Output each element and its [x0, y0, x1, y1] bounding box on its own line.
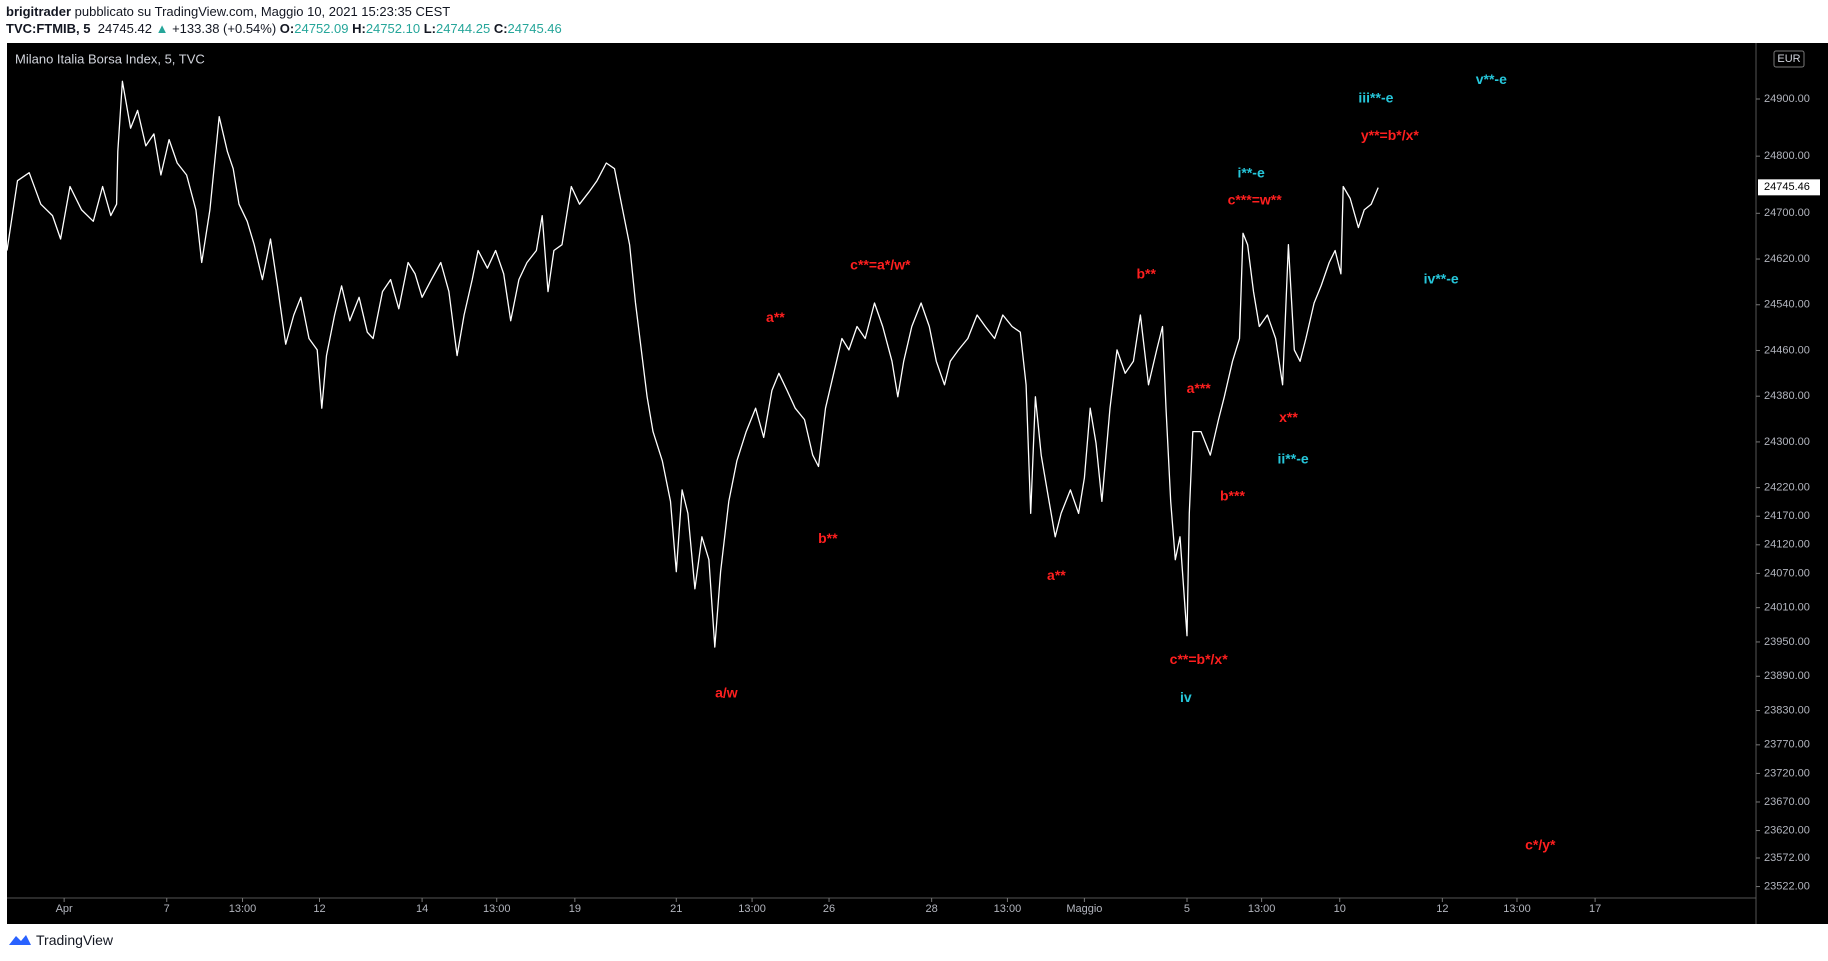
brand: TradingView [36, 932, 114, 948]
annotation: iv [1180, 689, 1192, 705]
x-tick-label: 12 [1436, 903, 1448, 915]
currency-box [1773, 50, 1805, 68]
chart-bg [7, 43, 1828, 924]
y-tick-label: 23720.00 [1764, 767, 1810, 779]
annotation: v**-e [1476, 71, 1507, 87]
y-tick-label: 24070.00 [1764, 567, 1810, 579]
y-tick-label: 24700.00 [1764, 207, 1810, 219]
annotation: i**-e [1238, 165, 1265, 181]
x-tick-label: 17 [1589, 903, 1601, 915]
last-price-label: 24745.46 [1764, 181, 1810, 193]
y-tick-label: 24460.00 [1764, 344, 1810, 356]
y-tick-label: 23670.00 [1764, 796, 1810, 808]
chart-title: Milano Italia Borsa Index, 5, TVC [15, 51, 205, 66]
x-tick-label: 5 [1184, 903, 1190, 915]
h-label: H: [352, 21, 366, 36]
currency: EUR [1777, 53, 1800, 65]
annotation: a*** [1187, 380, 1212, 396]
y-tick-label: 24620.00 [1764, 253, 1810, 265]
x-tick-label: 21 [670, 903, 682, 915]
x-tick-label: 14 [416, 903, 428, 915]
annotation: b*** [1220, 487, 1245, 503]
c: 24745.46 [507, 21, 562, 36]
x-tick-label: Apr [56, 903, 73, 915]
annotation: a/w [715, 685, 738, 701]
y-tick-label: 23522.00 [1764, 880, 1810, 892]
y-tick-label: 24540.00 [1764, 299, 1810, 311]
y-tick-label: 24170.00 [1764, 510, 1810, 522]
x-tick-label: 12 [313, 903, 325, 915]
y-tick-label: 23572.00 [1764, 852, 1810, 864]
user: brigitrader [6, 4, 72, 19]
y-tick-label: 23830.00 [1764, 704, 1810, 716]
c-label: C: [493, 21, 508, 36]
x-tick-label: 7 [164, 903, 170, 915]
annotation: c***=w** [1228, 191, 1283, 207]
annotation: x** [1279, 409, 1298, 425]
published: pubblicato su TradingView.com, Maggio 10… [74, 4, 451, 19]
l-label: L: [423, 21, 436, 36]
header-line: brigitrader pubblicato su TradingView.co… [6, 3, 562, 20]
y-tick-label: 24120.00 [1764, 539, 1810, 551]
annotation: c**=a*/w* [850, 257, 911, 273]
x-tick-label: 19 [569, 903, 581, 915]
symbol: TVC:FTMIB, 5 [6, 21, 91, 36]
annotation: y**=b*/x* [1361, 127, 1420, 143]
x-tick-label: 13:00 [1503, 903, 1531, 915]
x-tick-label: 28 [926, 903, 938, 915]
x-tick-label: 26 [823, 903, 835, 915]
y-tick-label: 23770.00 [1764, 739, 1810, 751]
annotation: c**=b*/x* [1170, 651, 1229, 667]
chart: Milano Italia Borsa Index, 5, TVC EUR 24… [6, 43, 1828, 924]
h: 24752.10 [365, 21, 421, 36]
annotation: a** [766, 309, 785, 325]
last-price-box [1758, 179, 1820, 196]
annotation: ii**-e [1278, 450, 1309, 466]
y-tick-label: 24010.00 [1764, 602, 1810, 614]
y-tick-label: 23890.00 [1764, 670, 1810, 682]
o: 24752.09 [294, 21, 349, 36]
y-tick-label: 24900.00 [1764, 93, 1810, 105]
x-tick-label: 13:00 [994, 903, 1022, 915]
o-label: O: [279, 21, 295, 36]
annotation: c*/y* [1525, 837, 1556, 853]
x-tick-label: 13:00 [738, 903, 766, 915]
price-line [6, 80, 1379, 648]
y-tick-label: 24300.00 [1764, 436, 1810, 448]
x-tick-label: 13:00 [1248, 903, 1276, 915]
arrow: ▲ [155, 21, 169, 36]
annotation: b** [1136, 266, 1156, 282]
annotation: iv**-e [1424, 270, 1459, 286]
annotation: b** [818, 530, 838, 546]
y-tick-label: 23620.00 [1764, 824, 1810, 836]
y-tick-label: 24220.00 [1764, 482, 1810, 494]
y-tick-label: 23950.00 [1764, 636, 1810, 648]
header: brigitrader pubblicato su TradingView.co… [6, 3, 562, 37]
x-tick-label: 13:00 [229, 903, 257, 915]
x-tick-label: Maggio [1066, 903, 1102, 915]
header-line: TVC:FTMIB, 5 24745.42 ▲ +133.38 (+0.54%)… [6, 20, 562, 37]
annotation: iii**-e [1358, 90, 1393, 106]
x-tick-label: 10 [1334, 903, 1346, 915]
logo [9, 935, 31, 945]
x-tick-label: 13:00 [483, 903, 511, 915]
l: 24744.25 [435, 21, 491, 36]
price: 24745.42 [97, 21, 152, 36]
annotation: a** [1047, 567, 1066, 583]
footer: TradingView [8, 932, 113, 948]
y-tick-label: 24380.00 [1764, 390, 1810, 402]
change: +133.38 (+0.54%) [172, 21, 277, 36]
y-tick-label: 24800.00 [1764, 150, 1810, 162]
